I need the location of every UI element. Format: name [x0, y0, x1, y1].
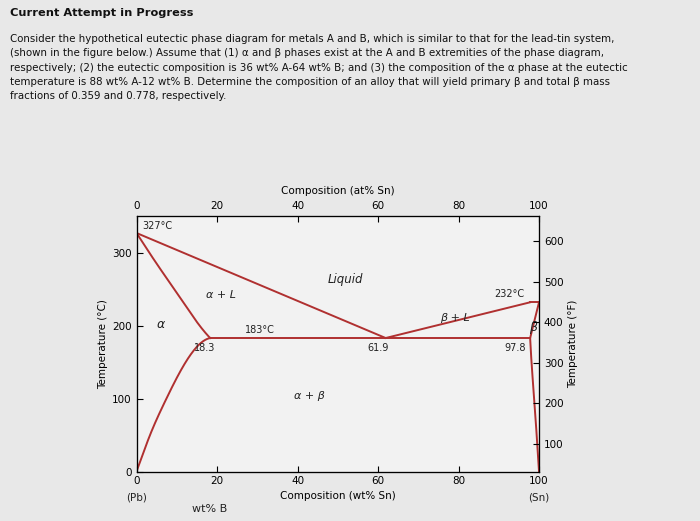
Text: 183°C: 183°C — [245, 325, 275, 335]
Text: β + L: β + L — [440, 313, 469, 322]
Y-axis label: Temperature (°C): Temperature (°C) — [98, 299, 108, 389]
Y-axis label: Temperature (°F): Temperature (°F) — [568, 300, 578, 388]
Text: β: β — [529, 321, 537, 334]
X-axis label: Composition (at% Sn): Composition (at% Sn) — [281, 187, 395, 196]
Text: 18.3: 18.3 — [194, 343, 216, 353]
Text: 97.8: 97.8 — [504, 343, 526, 353]
Text: α + L: α + L — [206, 290, 236, 300]
X-axis label: Composition (wt% Sn): Composition (wt% Sn) — [280, 491, 395, 501]
Text: 232°C: 232°C — [495, 289, 525, 299]
Text: α + β: α + β — [294, 391, 325, 401]
Text: α: α — [157, 318, 164, 331]
Text: (Sn): (Sn) — [528, 492, 550, 502]
Text: 61.9: 61.9 — [368, 343, 388, 353]
Text: 327°C: 327°C — [143, 221, 173, 231]
Text: Liquid: Liquid — [328, 274, 363, 287]
Text: Consider the hypothetical eutectic phase diagram for metals A and B, which is si: Consider the hypothetical eutectic phase… — [10, 34, 629, 102]
Text: wt% B: wt% B — [193, 504, 228, 514]
Text: (Pb): (Pb) — [126, 492, 147, 502]
Text: Current Attempt in Progress: Current Attempt in Progress — [10, 8, 194, 18]
